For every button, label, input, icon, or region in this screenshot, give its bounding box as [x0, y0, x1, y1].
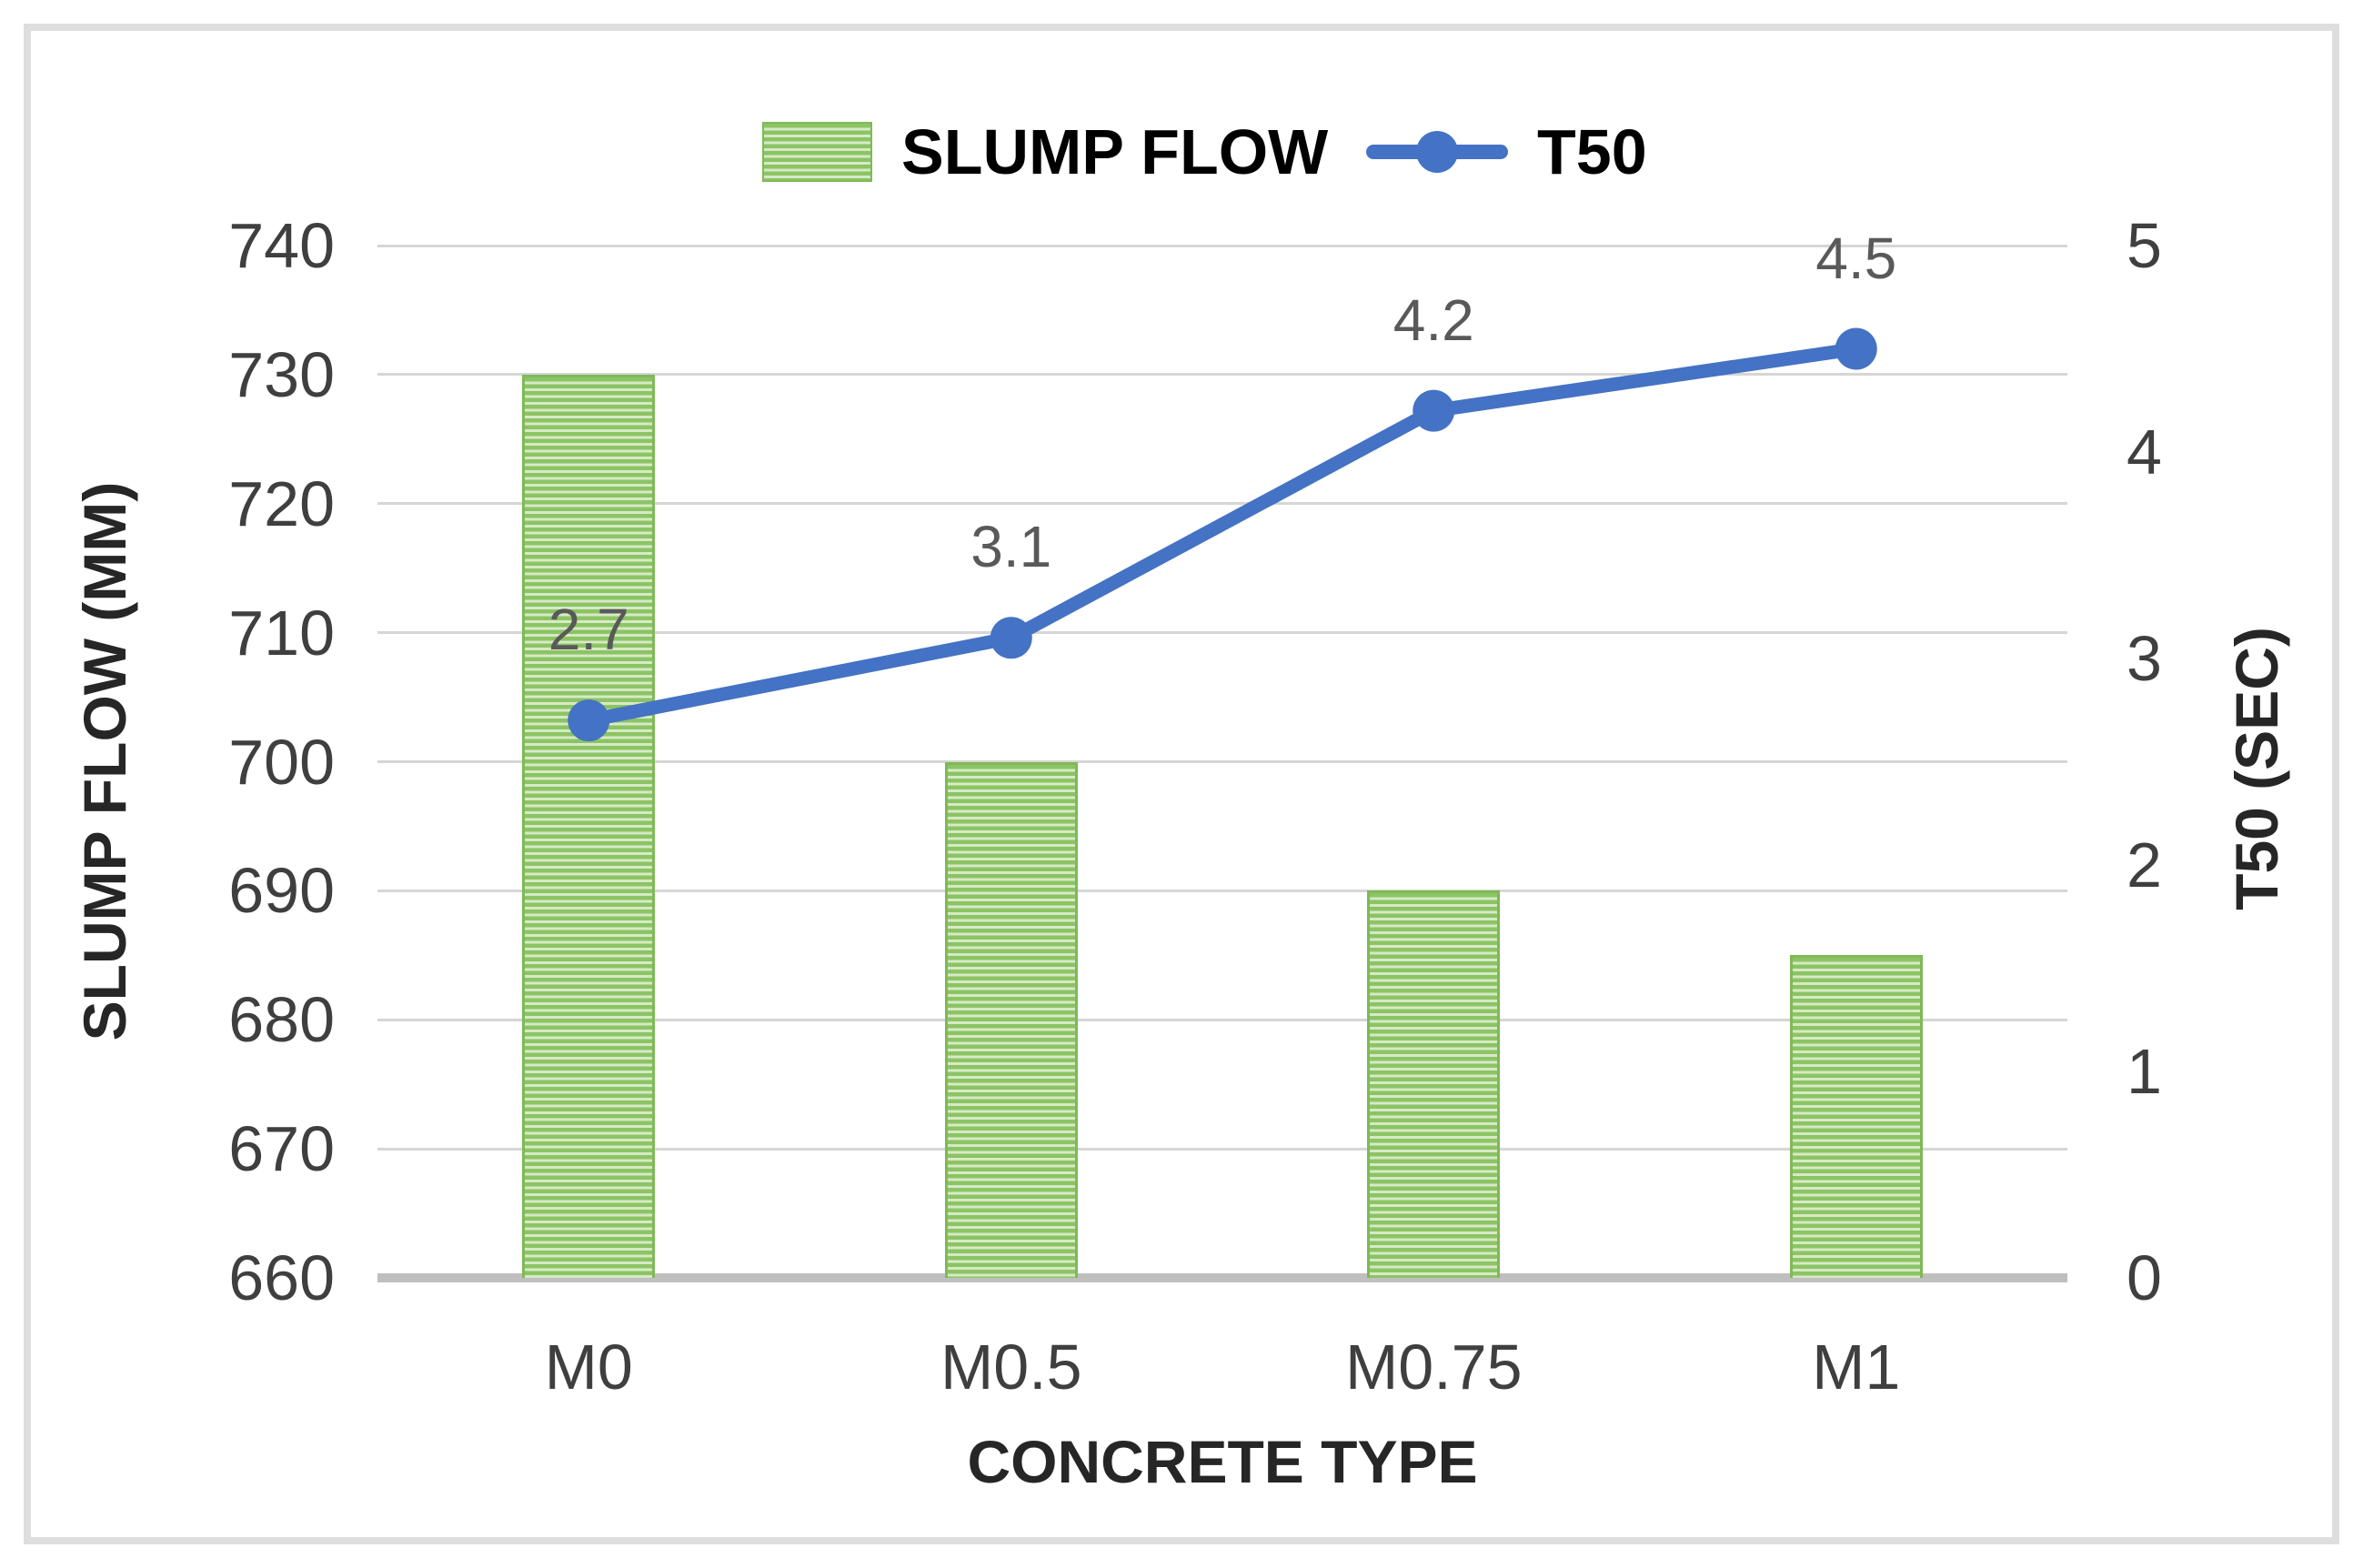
t50-legend-dot [1416, 131, 1458, 173]
left-tick-660: 660 [228, 1242, 335, 1313]
t50-data-label-M1: 4.5 [1815, 225, 1897, 291]
gridline-710 [377, 631, 2067, 635]
legend-label-slump-flow: SLUMP FLOW [901, 116, 1329, 187]
t50-marker-M0 [568, 699, 610, 742]
chart-outer-border [24, 24, 2339, 1544]
right-tick-4: 4 [2127, 417, 2162, 487]
right-tick-5: 5 [2127, 210, 2162, 281]
gridline-680 [377, 1018, 2067, 1021]
gridline-740 [377, 244, 2067, 247]
left-tick-700: 700 [228, 726, 335, 798]
t50-line-series [568, 327, 1877, 742]
left-tick-680: 680 [228, 984, 335, 1056]
category-label-M0: M0 [544, 1332, 633, 1402]
bar-M1 [1789, 955, 1923, 1278]
left-tick-670: 670 [228, 1113, 335, 1185]
x-axis-line [377, 1273, 2067, 1282]
right-tick-2: 2 [2127, 829, 2162, 900]
chart-legend: SLUMP FLOW T50 [0, 118, 2363, 184]
left-tick-690: 690 [228, 855, 335, 927]
right-tick-3: 3 [2127, 623, 2162, 694]
gridline-690 [377, 889, 2067, 892]
bar-M0.75 [1367, 890, 1501, 1278]
left-tick-740: 740 [228, 210, 335, 281]
bar-M0.5 [944, 761, 1078, 1278]
gridline-670 [377, 1147, 2067, 1151]
gridline-720 [377, 502, 2067, 506]
gridline-730 [377, 373, 2067, 377]
slump-flow-legend-swatch [762, 122, 872, 182]
right-axis-title: T50 (SEC) [2223, 627, 2290, 910]
t50-data-label-M0.75: 4.2 [1393, 286, 1474, 353]
right-tick-0: 0 [2127, 1242, 2162, 1313]
t50-marker-M0.5 [990, 617, 1032, 659]
gridline-700 [377, 760, 2067, 763]
category-label-M0.75: M0.75 [1344, 1332, 1523, 1402]
t50-marker-M0.75 [1413, 389, 1455, 432]
left-axis-title: SLUMP FLOW (MM) [71, 481, 138, 1041]
t50-marker-M1 [1835, 327, 1877, 370]
legend-item-t50: T50 [1366, 120, 1647, 184]
category-label-M0.5: M0.5 [940, 1332, 1082, 1402]
t50-line [581, 342, 1864, 728]
left-tick-720: 720 [228, 467, 335, 539]
category-label-M1: M1 [1812, 1332, 1901, 1402]
left-tick-710: 710 [228, 597, 335, 668]
bar-M0 [522, 374, 656, 1278]
right-tick-1: 1 [2127, 1036, 2162, 1107]
t50-data-label-M0.5: 3.1 [970, 514, 1052, 580]
t50-legend-marker [1366, 124, 1508, 180]
x-axis-title: CONCRETE TYPE [967, 1428, 1478, 1495]
legend-label-t50: T50 [1537, 116, 1647, 187]
t50-data-label-M0: 2.7 [548, 597, 629, 663]
left-tick-730: 730 [228, 338, 335, 410]
plot-area: 2.7 3.1 4.2 4.5 [377, 229, 2067, 1282]
legend-item-slump-flow: SLUMP FLOW [762, 120, 1328, 184]
